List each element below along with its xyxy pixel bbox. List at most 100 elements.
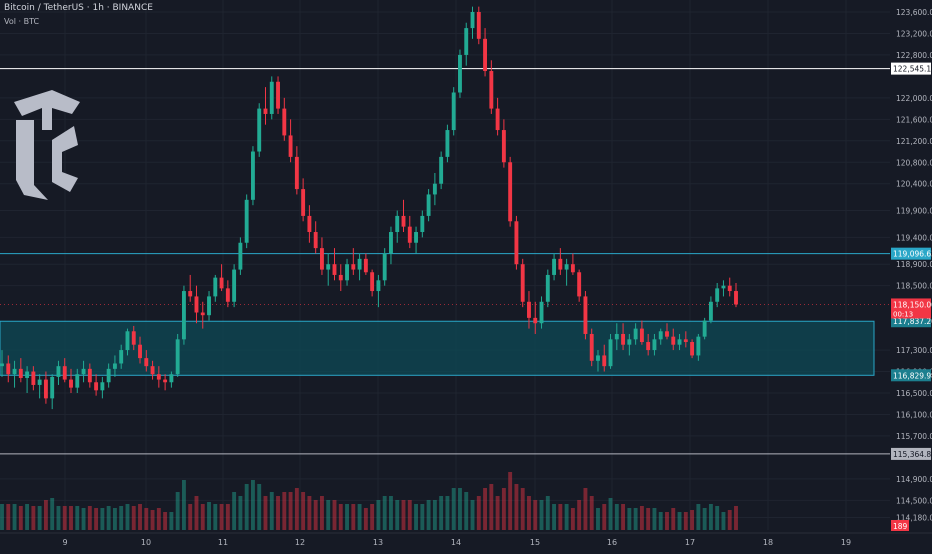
price-tick-label: 123,600.00 (896, 8, 932, 17)
candle-body (432, 183, 437, 195)
volume-bar (395, 500, 400, 530)
volume-bar (0, 504, 4, 530)
candle-body (43, 379, 48, 399)
candle-body (213, 277, 218, 297)
volume-bar (150, 510, 155, 530)
candle-body (25, 371, 30, 378)
volume-bar (458, 488, 462, 530)
candle-body (426, 194, 431, 216)
price-tick-label: 117,300.00 (896, 346, 932, 355)
volume-bar (621, 504, 626, 530)
candle-body (564, 264, 569, 270)
volume-bar (50, 498, 55, 530)
volume-bar (552, 504, 557, 530)
volume-bar (646, 508, 651, 530)
volume-bar (432, 500, 437, 530)
candle-body (144, 358, 149, 367)
volume-bar (608, 498, 613, 530)
candle-body (608, 339, 613, 367)
volume-bar (320, 496, 324, 530)
volume-bar (520, 488, 525, 530)
volume-bar (112, 508, 117, 530)
volume-bar (564, 504, 569, 530)
candle-body (250, 151, 255, 200)
volume-bar (407, 500, 412, 530)
volume-bar (181, 480, 186, 530)
level-badge-115364: 115,364.88 (893, 450, 932, 459)
volume-bar (37, 506, 42, 530)
candle-body (382, 253, 387, 281)
volume-bar (426, 500, 431, 530)
volume-bar (194, 496, 199, 530)
volume-bar (558, 504, 563, 530)
candle-body (520, 264, 525, 302)
volume-bar (539, 500, 544, 530)
volume-bar (596, 508, 600, 530)
price-tick-label: 122,000.00 (896, 94, 932, 103)
candle-body (671, 336, 676, 345)
level-badge-122545-bg (891, 62, 931, 75)
candle-countdown: 00:13 (893, 310, 913, 318)
candle-body (50, 376, 55, 399)
candle-body (690, 342, 695, 356)
volume-bar (652, 508, 657, 530)
candle-body (138, 344, 142, 359)
candle-body (558, 258, 563, 270)
candle-body (652, 339, 657, 351)
candle-body (363, 258, 368, 273)
volume-bar (527, 496, 531, 530)
time-tick-label: 14 (451, 538, 461, 547)
volume-bar (94, 508, 99, 530)
volume-bar (169, 512, 174, 530)
level-badge-115364-bg (891, 447, 931, 460)
volume-bar (702, 508, 707, 530)
volume-bar (614, 504, 619, 530)
volume-bar (175, 492, 180, 530)
candle-body (464, 28, 469, 55)
volume-bar (445, 496, 450, 530)
candle-body (727, 285, 732, 292)
candle-body (81, 368, 86, 375)
candle-body (696, 336, 701, 356)
volume-bar (332, 500, 337, 530)
price-tick-label: 121,600.00 (896, 115, 932, 124)
candle-body (150, 366, 155, 375)
time-tick-label: 18 (763, 538, 773, 547)
volume-bar (389, 496, 393, 530)
volume-bar (420, 504, 425, 530)
candle-body (451, 92, 456, 131)
price-tick-label: 122,800.00 (896, 51, 932, 60)
volume-bar (514, 484, 519, 530)
volume-bar (489, 484, 494, 530)
volume-bar (301, 492, 306, 530)
candle-body (87, 368, 92, 383)
candle-body (106, 368, 111, 383)
price-tick-label: 121,200.00 (896, 137, 932, 146)
candle-body (458, 54, 462, 93)
volume-bar (734, 506, 738, 530)
candle-body (225, 288, 230, 302)
price-axis (890, 0, 932, 550)
time-tick-label: 15 (530, 538, 540, 547)
candle-body (583, 296, 588, 334)
volume-bar (213, 504, 218, 530)
candle-body (470, 12, 475, 29)
volume-bar (307, 496, 312, 530)
candle-body (407, 226, 412, 243)
volume-bar (288, 492, 293, 530)
candle-body (37, 379, 42, 385)
volume-bar (464, 492, 469, 530)
candle-body (514, 221, 519, 265)
volume-bar (589, 496, 594, 530)
volume-bar (690, 510, 695, 530)
volume-bar (583, 488, 588, 530)
candle-body (439, 156, 444, 184)
candle-body (282, 108, 287, 136)
volume-bar (602, 504, 607, 530)
candle-body (508, 162, 513, 222)
candle-body (646, 342, 651, 351)
volume-bar (100, 508, 105, 530)
candle-body (200, 312, 205, 316)
